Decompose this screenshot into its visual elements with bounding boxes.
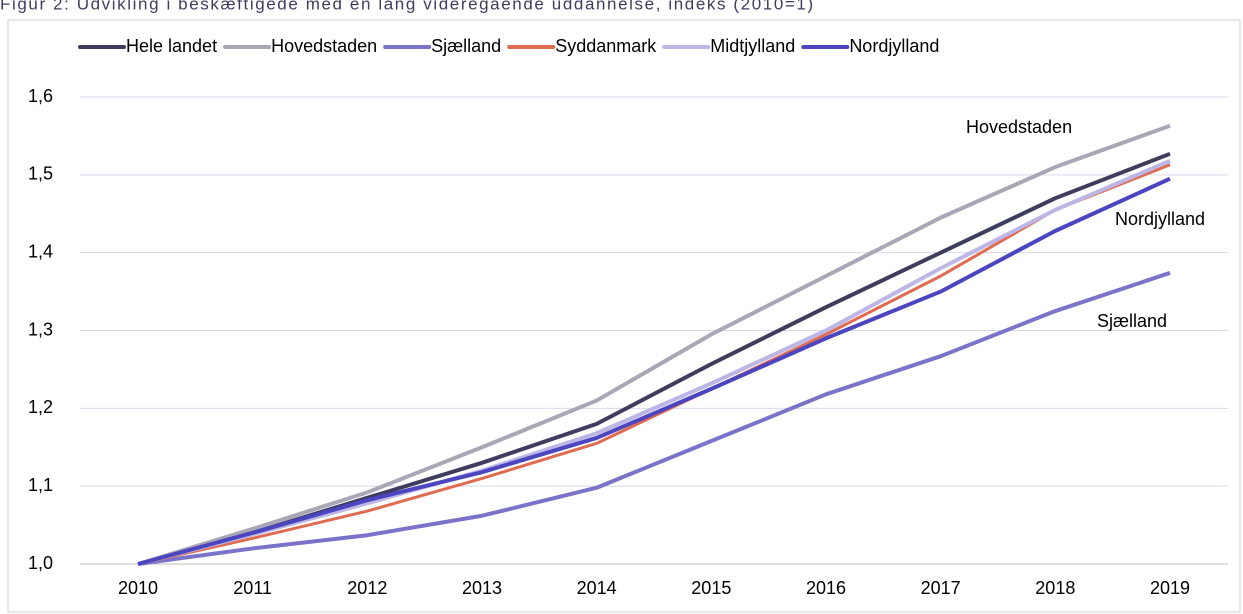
- x-tick-label: 2019: [1150, 578, 1190, 598]
- x-tick-label: 2016: [806, 578, 846, 598]
- y-tick-label: 1,1: [28, 475, 53, 495]
- y-tick-label: 1,4: [28, 241, 53, 261]
- legend-label: Hele landet: [126, 36, 217, 56]
- y-tick-label: 1,6: [28, 86, 53, 106]
- x-tick-label: 2014: [577, 578, 617, 598]
- chart-frame: [7, 19, 1241, 613]
- x-tick-label: 2018: [1035, 578, 1075, 598]
- chart-title: Figur 2: Udvikling i beskæftigede med en…: [0, 0, 815, 13]
- x-tick-label: 2015: [691, 578, 731, 598]
- series-line: [137, 151, 1171, 566]
- legend-label: Sjælland: [431, 36, 501, 56]
- x-tick-label: 2012: [347, 578, 387, 598]
- x-tick-label: 2010: [118, 578, 158, 598]
- legend-label: Midtjylland: [710, 36, 795, 56]
- x-tick-label: 2011: [233, 578, 272, 598]
- y-tick-label: 1,5: [28, 164, 53, 184]
- legend-label: Hovedstaden: [271, 36, 377, 56]
- legend-label: Syddanmark: [555, 36, 657, 56]
- legend-label: Nordjylland: [849, 36, 939, 56]
- series-line: [137, 158, 1171, 566]
- y-tick-label: 1,3: [28, 319, 53, 339]
- series-line: [137, 123, 1171, 566]
- x-tick-label: 2017: [921, 578, 961, 598]
- series-line: [137, 163, 1171, 566]
- annotation: Sjælland: [1097, 311, 1167, 331]
- x-tick-label: 2013: [462, 578, 502, 598]
- series-line: [137, 176, 1171, 566]
- y-tick-label: 1,2: [28, 397, 53, 417]
- y-tick-label: 1,0: [28, 553, 53, 573]
- series-line: [137, 271, 1171, 566]
- annotation: Hovedstaden: [966, 117, 1072, 137]
- annotation: Nordjylland: [1115, 209, 1205, 229]
